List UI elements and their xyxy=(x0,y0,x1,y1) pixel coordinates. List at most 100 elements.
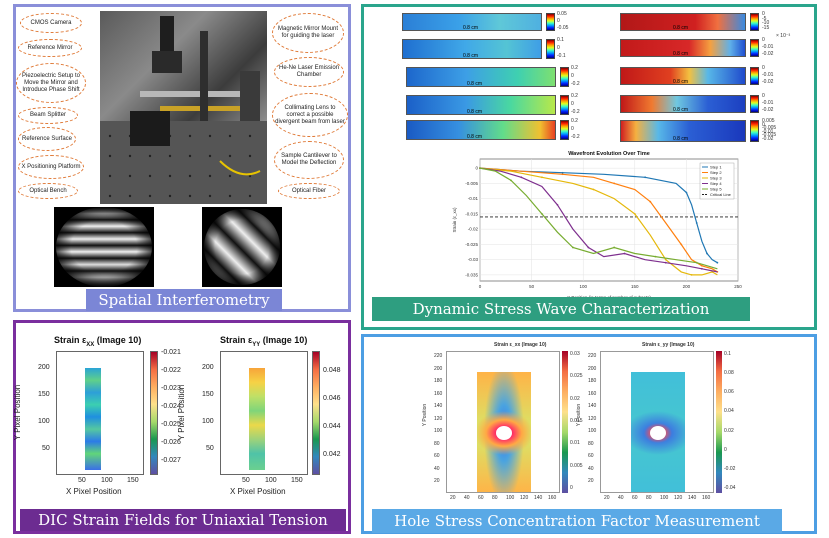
dic-xx-cbtick: -0.024 xyxy=(161,403,181,410)
interferometry-banner: Spatial Interferometry xyxy=(86,289,282,311)
hole-y-tick: 100 xyxy=(434,428,443,434)
chart-data-point xyxy=(706,252,708,255)
strip-colorbar-right-tick: 0.005 xyxy=(762,118,775,124)
chart-data-point xyxy=(623,252,626,255)
strip-colorbar-right-tick: -0.01 xyxy=(762,44,774,50)
chart-plot-area xyxy=(479,158,739,282)
chart-data-point xyxy=(700,264,703,267)
fringe-image-diagonal xyxy=(202,207,282,287)
hole-colorbar-tick: 0 xyxy=(570,485,573,491)
chart-data-point xyxy=(561,173,564,176)
chart-x-tick-label: 0 xyxy=(479,284,482,289)
strip-colorbar-right-tick: -0.015 xyxy=(762,132,777,139)
strip-scale-label: 0.8 cm xyxy=(467,109,483,115)
strip-colorbar-left-tick: 0.2 xyxy=(571,118,578,124)
hole-y-tick: 100 xyxy=(588,428,597,434)
strip-colorbar-left-tick: -0.2 xyxy=(571,109,580,115)
hole-colorbar-tick: 0.005 xyxy=(570,462,583,469)
hole-x-tick: 40 xyxy=(618,495,624,501)
strip-scale-label: 0.8 cm xyxy=(467,81,483,87)
chart-data-point xyxy=(613,246,616,249)
hole-x-tick: 40 xyxy=(464,495,470,501)
chart-data-point xyxy=(716,261,719,264)
strip-colorbar-left-tick: 0.2 xyxy=(571,65,578,71)
chart-legend-label: Step 3 xyxy=(710,176,722,181)
chart-data-point xyxy=(561,171,564,174)
dic-yy-xlabel: X Pixel Position xyxy=(230,487,286,496)
hole-left-ylabel: Y Position xyxy=(422,403,429,427)
hole-y-tick: 40 xyxy=(434,465,440,472)
chart-legend-label: Critical Line xyxy=(710,192,732,197)
chart-y-label: Strain (ε_xx) xyxy=(452,207,457,233)
hole-y-tick: 80 xyxy=(434,440,440,447)
dic-xx-xlabel: X Pixel Position xyxy=(66,487,122,496)
strip-colorbar-right-tick: -10 xyxy=(762,20,770,27)
strip-colorbar-right-tick: -0.01 xyxy=(762,72,774,78)
dic-xx-ytick: 200 xyxy=(38,364,50,371)
chart-data-point xyxy=(556,203,559,206)
hole-y-tick: 160 xyxy=(434,390,443,397)
dic-yy-ytick: 200 xyxy=(202,364,214,371)
dic-yy-xtick: 150 xyxy=(291,477,303,484)
chart-data-point xyxy=(695,222,698,224)
callout-beam-splitter: Beam Splitter xyxy=(18,107,78,124)
strip-colorbar-exponent: × 10⁻³ xyxy=(776,33,791,39)
dic-xx-cbtick: -0.023 xyxy=(161,385,181,392)
fringe-image-horizontal xyxy=(54,207,154,287)
strip-colorbar-left xyxy=(560,120,569,140)
dic-xx-title-suffix: (Image 10) xyxy=(94,335,142,345)
callout-piezoelectric: Piezoelectric Setup to Move the Mirror a… xyxy=(16,63,86,103)
chart-legend-box xyxy=(699,162,735,200)
strip-colorbar-left-tick: 0 xyxy=(571,101,574,107)
chart-y-tick-label: -0.02 xyxy=(468,227,479,232)
chart-y-tick-label: -0.035 xyxy=(465,272,478,277)
callout-collimating-lens: Collimating Lens to correct a possible d… xyxy=(272,93,348,137)
hole-colorbar-tick: 0.015 xyxy=(570,418,583,424)
chart-legend-label: Step 5 xyxy=(710,187,722,192)
dic-yy-ytick: 50 xyxy=(206,445,214,452)
hole-right-ylabel: Y Position xyxy=(576,403,583,427)
dic-yy-xtick: 50 xyxy=(242,477,250,484)
dic-panel: Strain εXX (Image 10) 200 150 100 50 50 … xyxy=(13,320,351,534)
callout-x-positioning: X Positioning Platform xyxy=(18,155,84,179)
dic-yy-cbtick: 0.048 xyxy=(323,367,341,374)
hole-right-colorbar xyxy=(716,351,722,493)
hole-x-tick: 100 xyxy=(660,495,669,501)
strain-strip-left: 0.8 cm xyxy=(406,67,556,87)
setup-photo-svg xyxy=(100,16,267,204)
hole-colorbar-tick: 0.06 xyxy=(724,389,734,396)
strip-colorbar-left-tick: 0.2 xyxy=(571,93,578,99)
strip-colorbar-right-tick: 0 xyxy=(762,11,765,17)
chart-x-tick-label: 250 xyxy=(734,284,742,289)
chart-y-tick-label: -0.005 xyxy=(465,181,478,186)
hole-y-tick: 160 xyxy=(588,390,597,397)
chart-y-tick-label: 0 xyxy=(475,166,478,171)
strip-scale-label: 0.8 cm xyxy=(467,134,483,140)
strip-colorbar-left-tick: 0 xyxy=(557,45,560,51)
strip-scale-label: 0.8 cm xyxy=(673,136,689,142)
wavefront-chart: 0 50 100 150 200 250 0 -0.005 -0.01 -0.015 -0.02 -0… xyxy=(450,147,746,305)
chart-data-point xyxy=(700,267,703,270)
strip-colorbar-right-tick: -0.02 xyxy=(762,107,774,113)
dic-banner: DIC Strain Fields for Uniaxial Tension xyxy=(20,509,346,531)
dic-yy-ylabel: Y Pixel Position xyxy=(177,384,187,441)
hole-y-tick: 20 xyxy=(434,478,440,484)
hole-x-tick: 80 xyxy=(646,495,652,501)
hole-y-tick: 220 xyxy=(434,353,443,359)
strip-colorbar-left-tick: -0.1 xyxy=(557,53,566,59)
dic-xx-cbtick: -0.022 xyxy=(161,367,181,374)
hole-x-tick: 120 xyxy=(674,495,683,501)
strain-strip-left: 0.8 cm xyxy=(402,39,542,59)
dic-xx-ytick: 100 xyxy=(38,418,50,425)
callout-magnetic-mirror: Magnetic Mirror Mount for guiding the la… xyxy=(272,13,344,53)
strip-colorbar-right-tick: 0 xyxy=(762,121,765,128)
hole-x-tick: 160 xyxy=(702,495,711,501)
chart-data-point xyxy=(592,188,595,191)
dic-yy-title-suffix: (Image 10) xyxy=(260,335,308,345)
hole-y-tick: 200 xyxy=(588,365,597,372)
strip-scale-label: 0.8 cm xyxy=(673,107,689,113)
strip-scale-label: 0.8 cm xyxy=(463,25,479,31)
hole-x-tick: 100 xyxy=(506,495,515,501)
strain-strip-left: 0.8 cm xyxy=(406,120,556,140)
dic-xx-ylabel: Y Pixel Position xyxy=(13,384,23,441)
